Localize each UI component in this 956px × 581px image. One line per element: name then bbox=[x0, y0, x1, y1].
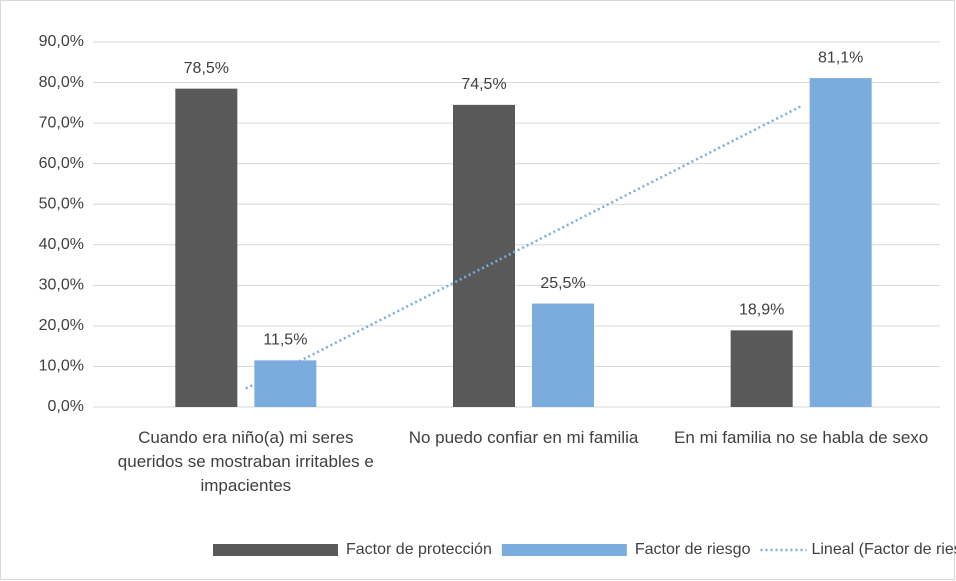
data-label: 25,5% bbox=[540, 275, 585, 292]
y-tick-label: 10,0% bbox=[39, 358, 84, 375]
data-label: 78,5% bbox=[184, 60, 229, 77]
legend-label: Factor de protección bbox=[346, 541, 492, 558]
x-tick-label: No puedo confiar en mi familia bbox=[408, 428, 639, 447]
y-tick-label: 30,0% bbox=[39, 277, 84, 294]
bar bbox=[175, 88, 238, 407]
trendline bbox=[245, 105, 802, 390]
y-tick-label: 40,0% bbox=[39, 236, 84, 253]
y-tick-label: 70,0% bbox=[39, 114, 84, 131]
legend-swatch bbox=[501, 544, 627, 556]
data-label: 74,5% bbox=[461, 76, 506, 93]
legend-label: Lineal (Factor de riesgo) bbox=[811, 541, 956, 558]
bar bbox=[532, 303, 594, 407]
x-tick-label: En mi familia no se habla de sexo bbox=[674, 428, 929, 447]
y-tick-label: 50,0% bbox=[39, 195, 84, 212]
legend-swatch bbox=[213, 544, 338, 556]
data-label: 18,9% bbox=[739, 302, 784, 319]
y-tick-label: 20,0% bbox=[39, 317, 84, 334]
bar bbox=[730, 330, 793, 407]
bar bbox=[809, 78, 872, 407]
x-tick-label: Cuando era niño(a) mi seres queridos se … bbox=[117, 428, 374, 495]
legend-label: Factor de riesgo bbox=[635, 541, 751, 558]
y-tick-label: 80,0% bbox=[39, 74, 84, 91]
y-tick-label: 60,0% bbox=[39, 155, 84, 172]
y-tick-label: 0,0% bbox=[48, 398, 84, 415]
data-label: 81,1% bbox=[818, 49, 863, 66]
bar bbox=[254, 360, 317, 407]
data-label: 11,5% bbox=[263, 332, 307, 349]
y-tick-label: 90,0% bbox=[39, 33, 84, 50]
